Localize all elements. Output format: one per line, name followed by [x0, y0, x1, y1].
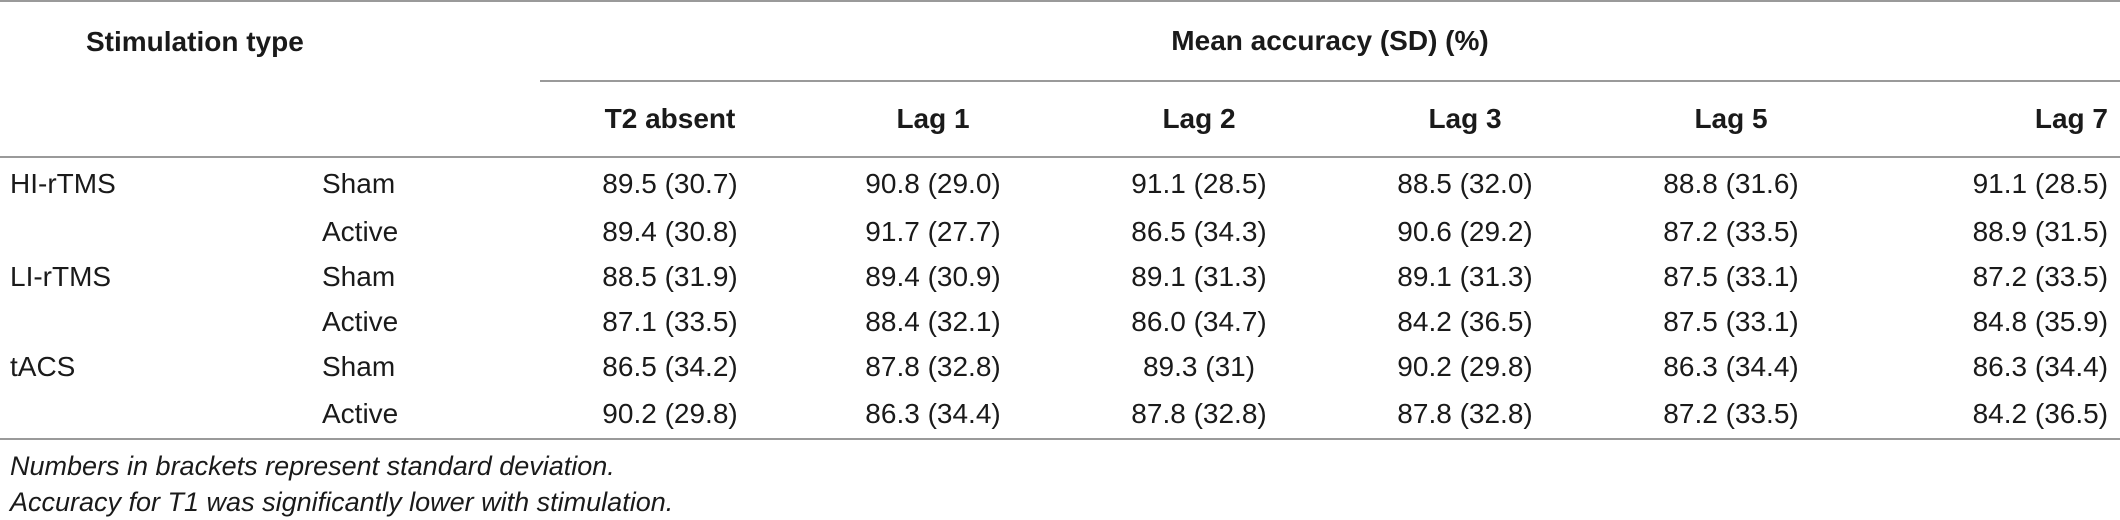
value-cell: 86.5 (34.2)	[602, 350, 738, 382]
value-cell: 87.1 (33.5)	[602, 305, 738, 337]
header-row-2: T2 absent Lag 1 Lag 2 Lag 3 Lag 5 Lag 7	[0, 81, 2120, 158]
table-row: Active 90.2 (29.8) 86.3 (34.4) 87.8 (32.…	[0, 389, 2120, 440]
condition-cell: Active	[280, 389, 541, 440]
stimulation-type-cell	[0, 209, 280, 254]
table-row: HI-rTMS Sham 89.5 (30.7) 90.8 (29.0) 91.…	[0, 157, 2120, 209]
accuracy-table: Stimulation type Mean accuracy (SD) (%) …	[0, 0, 2120, 440]
value-cell: 87.8 (32.8)	[1066, 389, 1333, 440]
table-note: Numbers in brackets represent standard d…	[10, 451, 615, 481]
column-header: T2 absent	[540, 81, 801, 158]
column-header: Lag 1	[800, 81, 1067, 158]
table-note: Accuracy for T1 was significantly lower …	[10, 487, 674, 517]
value-cell: 91.1 (28.5)	[1972, 167, 2109, 199]
stimulation-type-header: Stimulation type	[0, 0, 541, 81]
blank-header-cell	[280, 81, 541, 158]
stimulation-type-cell	[0, 299, 280, 344]
value-cell: 90.2 (29.8)	[1397, 350, 1533, 382]
value-cell: 89.4 (30.8)	[602, 215, 738, 247]
stimulation-type-cell: LI-rTMS	[10, 260, 112, 292]
column-header: Lag 2	[1066, 81, 1333, 158]
value-cell: 87.8 (32.8)	[865, 350, 1001, 382]
value-cell: 87.2 (33.5)	[1663, 215, 1799, 247]
value-cell: 91.7 (27.7)	[865, 215, 1001, 247]
value-cell: 89.3 (31)	[1142, 350, 1256, 382]
value-cell: 90.6 (29.2)	[1397, 215, 1533, 247]
header-row-1: Stimulation type Mean accuracy (SD) (%)	[0, 0, 2120, 82]
value-cell: 84.8 (35.9)	[1972, 305, 2109, 337]
value-cell: 87.5 (33.1)	[1663, 305, 1799, 337]
value-cell: 88.5 (32.0)	[1397, 167, 1533, 199]
column-header: Lag 7	[1864, 81, 2120, 158]
value-cell: 87.8 (32.8)	[1332, 389, 1599, 440]
value-cell: 91.1 (28.5)	[1131, 167, 1267, 199]
column-header: Lag 5	[1598, 81, 1865, 158]
column-header: Lag 3	[1332, 81, 1599, 158]
value-cell: 88.8 (31.6)	[1663, 167, 1799, 199]
table-notes: Numbers in brackets represent standard d…	[10, 448, 673, 520]
condition-cell: Sham	[322, 167, 396, 199]
table-row: LI-rTMS Sham 88.5 (31.9) 89.4 (30.9) 89.…	[0, 254, 2120, 299]
value-cell: 89.1 (31.3)	[1397, 260, 1533, 292]
table-row: Active 89.4 (30.8) 91.7 (27.7) 86.5 (34.…	[0, 209, 2120, 254]
table-row: tACS Sham 86.5 (34.2) 87.8 (32.8) 89.3 (…	[0, 344, 2120, 389]
value-cell: 87.2 (33.5)	[1972, 260, 2109, 292]
value-cell: 89.1 (31.3)	[1131, 260, 1267, 292]
condition-cell: Sham	[322, 350, 396, 382]
condition-cell: Sham	[322, 260, 396, 292]
stimulation-type-cell: tACS	[10, 350, 76, 382]
value-cell: 89.4 (30.9)	[865, 260, 1001, 292]
value-cell: 88.9 (31.5)	[1972, 215, 2109, 247]
value-cell: 90.2 (29.8)	[540, 389, 801, 440]
value-cell: 86.3 (34.4)	[1972, 350, 2109, 382]
stimulation-type-cell	[0, 389, 280, 440]
value-cell: 86.3 (34.4)	[1663, 350, 1799, 382]
condition-cell: Active	[322, 215, 399, 247]
mean-accuracy-header: Mean accuracy (SD) (%)	[540, 0, 2120, 82]
value-cell: 86.5 (34.3)	[1131, 215, 1267, 247]
value-cell: 87.2 (33.5)	[1598, 389, 1865, 440]
value-cell: 84.2 (36.5)	[1397, 305, 1533, 337]
value-cell: 84.2 (36.5)	[1864, 389, 2120, 440]
value-cell: 89.5 (30.7)	[602, 167, 738, 199]
value-cell: 88.4 (32.1)	[865, 305, 1001, 337]
value-cell: 88.5 (31.9)	[602, 260, 738, 292]
value-cell: 86.0 (34.7)	[1131, 305, 1267, 337]
table-row: Active 87.1 (33.5) 88.4 (32.1) 86.0 (34.…	[0, 299, 2120, 344]
value-cell: 90.8 (29.0)	[865, 167, 1001, 199]
value-cell: 86.3 (34.4)	[800, 389, 1067, 440]
value-cell: 87.5 (33.1)	[1663, 260, 1799, 292]
blank-header-cell	[0, 81, 280, 158]
condition-cell: Active	[322, 305, 399, 337]
stimulation-type-cell: HI-rTMS	[10, 167, 116, 199]
